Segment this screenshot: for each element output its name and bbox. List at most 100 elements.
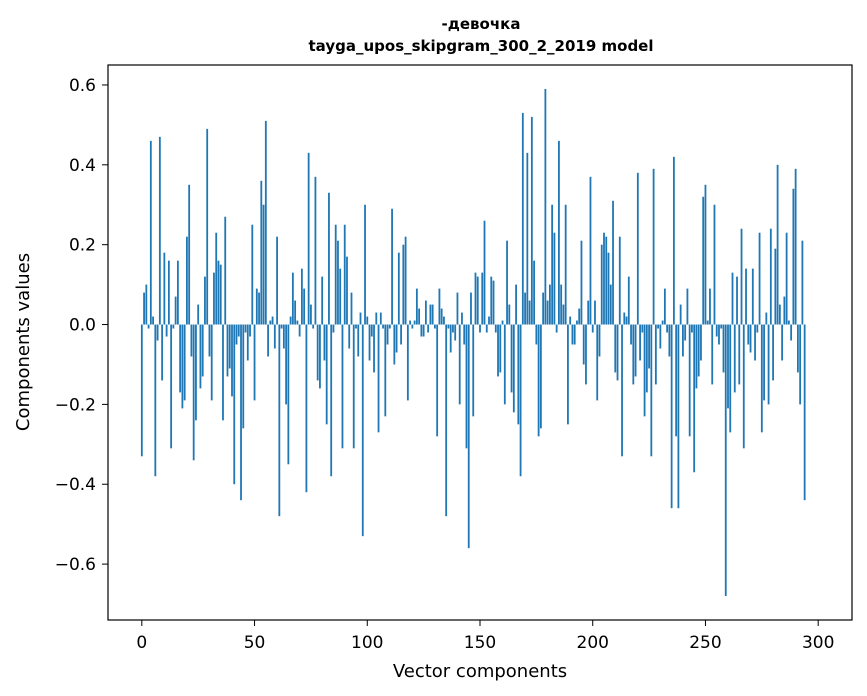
bar-24 (195, 324, 197, 421)
bar-239 (679, 304, 682, 325)
bar-134 (443, 316, 445, 325)
bar-282 (776, 164, 779, 325)
bar-16 (176, 260, 179, 325)
bar-162 (506, 240, 508, 325)
bar-84 (330, 324, 333, 477)
bar-241 (684, 324, 687, 341)
bar-48 (249, 324, 251, 337)
bar-62 (280, 324, 283, 329)
bar-90 (343, 224, 346, 325)
bar-99 (364, 204, 366, 325)
bar-203 (598, 324, 601, 357)
bar-144 (465, 324, 468, 449)
bar-12 (167, 260, 170, 325)
bar-173 (530, 116, 533, 325)
bar-283 (778, 304, 781, 325)
bar-122 (415, 288, 418, 325)
bar-228 (654, 324, 657, 385)
bar-216 (627, 276, 630, 325)
bar-43 (237, 324, 240, 337)
bar-10 (163, 252, 166, 325)
bar-57 (269, 320, 272, 325)
bar-75 (310, 304, 312, 325)
bar-69 (296, 320, 299, 325)
bar-60 (276, 236, 278, 325)
bar-147 (472, 324, 475, 417)
bar-33 (215, 232, 218, 325)
bar-100 (366, 316, 369, 325)
bar-184 (555, 324, 558, 333)
bar-77 (314, 176, 317, 325)
bar-259 (724, 324, 727, 597)
bar-37 (224, 216, 227, 325)
bar-293 (801, 240, 804, 325)
bar-113 (395, 324, 398, 353)
bar-121 (413, 320, 416, 325)
bar-73 (305, 324, 308, 493)
bar-263 (733, 324, 736, 393)
bar-161 (503, 324, 506, 405)
bar-22 (190, 324, 193, 357)
bar-266 (740, 228, 743, 325)
bar-64 (285, 324, 288, 405)
bar-136 (447, 324, 450, 329)
bar-223 (643, 324, 646, 417)
bar-166 (515, 284, 517, 325)
bar-151 (481, 272, 484, 325)
bar-40 (231, 324, 233, 397)
bar-78 (316, 324, 319, 381)
bar-182 (551, 204, 554, 325)
bar-126 (424, 300, 427, 325)
bar-148 (474, 272, 477, 325)
bar-93 (350, 292, 353, 325)
bar-264 (736, 276, 738, 325)
bar-174 (533, 260, 536, 325)
bar-135 (445, 324, 448, 517)
bar-186 (560, 284, 563, 325)
bar-72 (303, 288, 306, 325)
x-tick-label: 50 (244, 633, 266, 653)
bar-55 (264, 120, 267, 325)
bar-17 (179, 324, 182, 393)
bar-269 (747, 324, 750, 345)
bar-278 (767, 324, 770, 405)
bar-254 (713, 204, 716, 325)
bar-210 (614, 324, 617, 373)
bar-28 (204, 276, 206, 325)
bar-170 (524, 292, 526, 325)
bar-3 (147, 324, 150, 329)
bar-41 (233, 324, 236, 485)
bar-213 (621, 324, 623, 457)
bar-7 (156, 324, 159, 341)
bar-271 (751, 268, 754, 325)
y-tick-label: −0.4 (55, 475, 96, 495)
bar-274 (758, 232, 761, 325)
bar-157 (494, 324, 497, 333)
bar-252 (709, 288, 711, 325)
bar-29 (206, 128, 209, 325)
y-axis: −0.6 −0.4 −0.2 0.0 0.2 0.4 0.6 (55, 76, 108, 575)
bar-250 (704, 184, 707, 325)
bar-217 (630, 324, 632, 345)
bar-244 (691, 324, 693, 333)
bar-58 (271, 316, 274, 325)
bar-185 (558, 140, 560, 325)
y-tick-label: 0.6 (69, 76, 96, 96)
bar-81 (323, 324, 326, 361)
y-axis-label: Components values (13, 253, 34, 431)
bar-129 (431, 304, 434, 325)
bar-222 (641, 324, 644, 333)
bar-102 (370, 324, 373, 337)
bar-240 (682, 324, 684, 357)
bar-112 (393, 324, 396, 365)
bar-25 (197, 304, 200, 325)
y-tick-label: 0.4 (69, 156, 96, 176)
bar-165 (512, 324, 515, 413)
bar-27 (201, 324, 204, 377)
bar-155 (490, 276, 493, 325)
bar-86 (334, 224, 337, 325)
bar-14 (172, 324, 175, 329)
bar-4 (149, 140, 152, 325)
bar-294 (803, 324, 806, 501)
